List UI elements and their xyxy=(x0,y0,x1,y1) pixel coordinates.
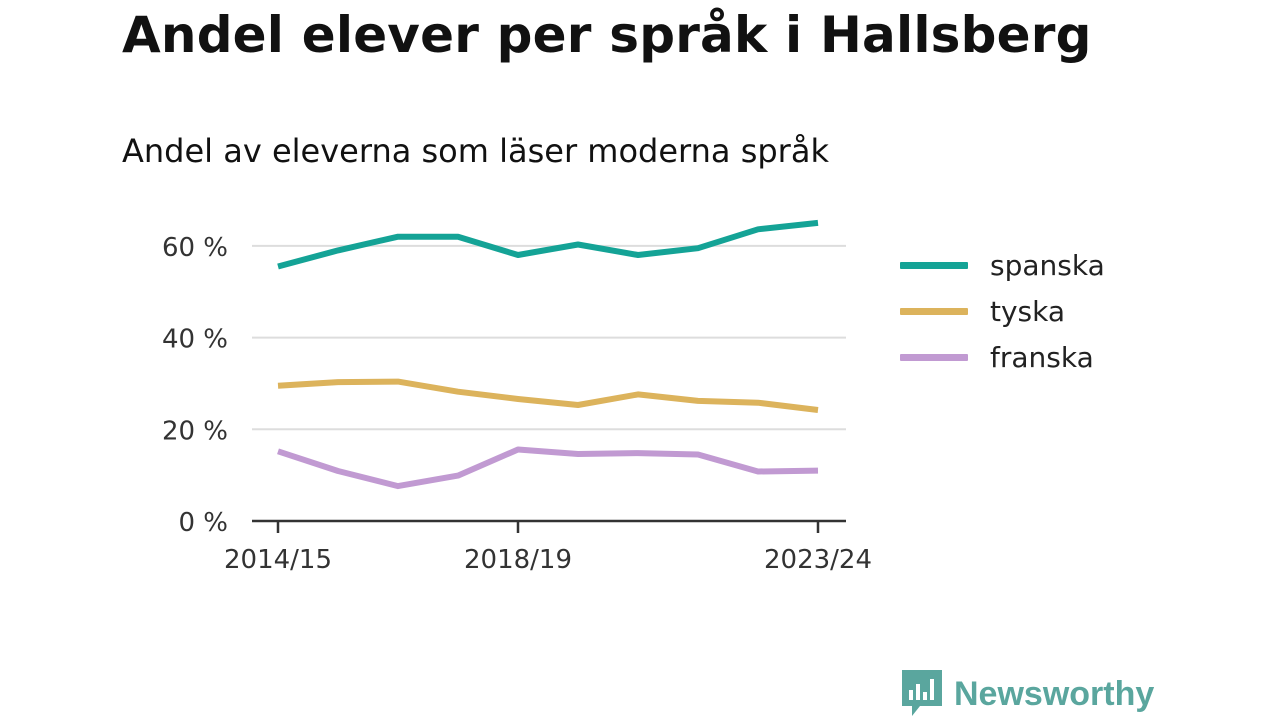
legend-item-franska: franska xyxy=(900,334,1105,380)
legend-swatch-tyska xyxy=(900,307,968,315)
legend-label-spanska: spanska xyxy=(990,248,1105,282)
series-line-tyska xyxy=(277,378,819,413)
newsworthy-logo-icon xyxy=(902,670,942,716)
y-tick-label: 60 % xyxy=(162,233,228,263)
legend-label-franska: franska xyxy=(990,340,1094,374)
x-axis xyxy=(252,519,846,533)
legend-item-spanska: spanska xyxy=(900,242,1105,288)
x-tick-label: 2014/15 xyxy=(224,545,332,575)
y-axis-tick-labels: 0 % 20 % 40 % 60 % xyxy=(162,233,228,538)
series-lines xyxy=(277,219,819,490)
legend-item-tyska: tyska xyxy=(900,288,1105,334)
legend-swatch-spanska xyxy=(900,261,968,269)
x-tick-label: 2018/19 xyxy=(464,545,572,575)
legend-swatch-franska xyxy=(900,353,968,361)
legend: spanska tyska franska xyxy=(900,242,1105,380)
series-line-franska xyxy=(277,446,819,490)
y-tick-label: 40 % xyxy=(162,325,228,355)
x-axis-tick-labels: 2014/15 2018/19 2023/24 xyxy=(224,545,872,575)
newsworthy-logo-text: Newsworthy xyxy=(954,674,1155,713)
x-tick-label: 2023/24 xyxy=(764,545,872,575)
legend-label-tyska: tyska xyxy=(990,294,1066,328)
series-line-spanska xyxy=(277,219,819,270)
chart-title: Andel elever per språk i Hallsberg xyxy=(122,6,1092,64)
y-tick-label: 0 % xyxy=(178,508,228,538)
y-tick-label: 20 % xyxy=(162,416,228,446)
newsworthy-logo: Newsworthy xyxy=(900,670,1154,718)
chart-subtitle: Andel av eleverna som läser moderna språ… xyxy=(122,132,829,170)
